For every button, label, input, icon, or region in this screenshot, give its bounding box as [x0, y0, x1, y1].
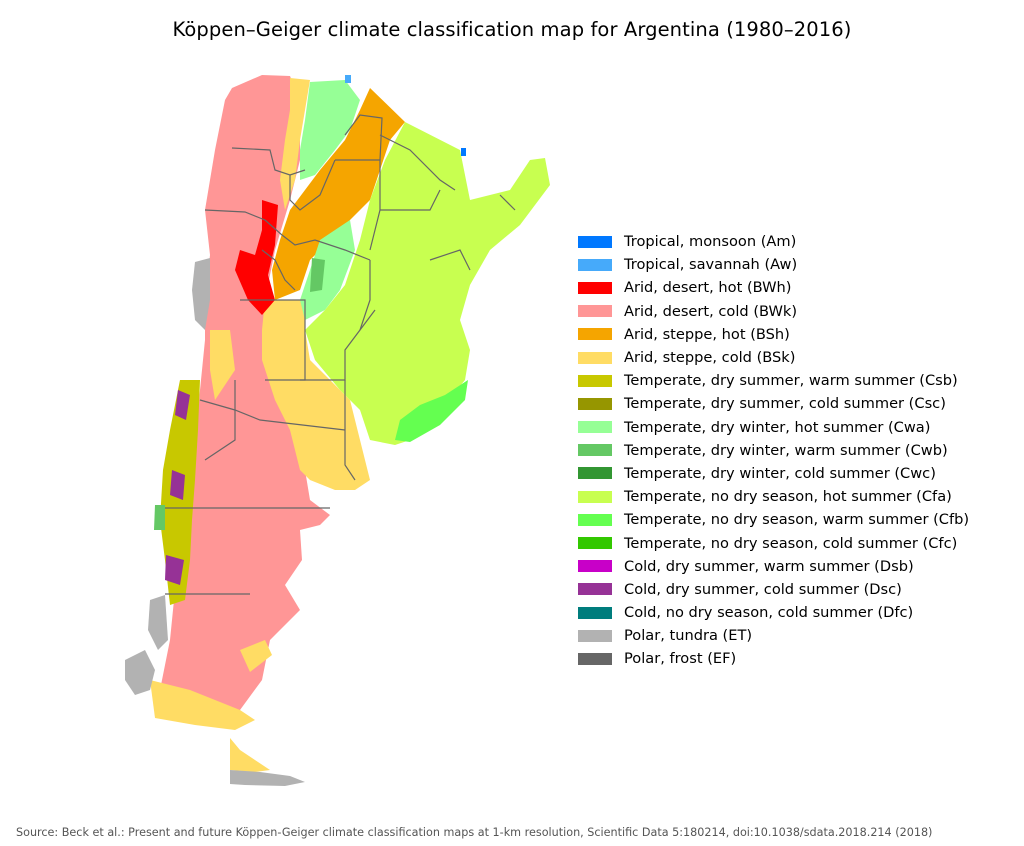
swatch-cwb — [578, 444, 612, 457]
legend-item-bwk: Arid, desert, cold (BWk) — [578, 300, 969, 323]
region-et-andes-mid — [148, 595, 168, 650]
legend-label: Temperate, dry winter, cold summer (Cwc) — [624, 464, 936, 482]
legend-label: Temperate, dry winter, warm summer (Cwb) — [624, 441, 948, 459]
legend-label: Arid, desert, cold (BWk) — [624, 302, 798, 320]
swatch-cwc — [578, 467, 612, 480]
legend-item-cfc: Temperate, no dry season, cold summer (C… — [578, 531, 969, 554]
legend-item-cwc: Temperate, dry winter, cold summer (Cwc) — [578, 462, 969, 485]
swatch-cfc — [578, 537, 612, 550]
legend-label: Arid, steppe, cold (BSk) — [624, 349, 796, 367]
legend-label: Arid, desert, hot (BWh) — [624, 279, 792, 297]
swatch-bwh — [578, 281, 612, 294]
legend-label: Temperate, dry summer, warm summer (Csb) — [624, 372, 958, 390]
legend-item-bsh: Arid, steppe, hot (BSh) — [578, 323, 969, 346]
swatch-ef — [578, 652, 612, 665]
legend: Tropical, monsoon (Am) Tropical, savanna… — [578, 230, 969, 671]
legend-label: Cold, dry summer, cold summer (Dsc) — [624, 580, 902, 598]
region-bsk-central — [262, 300, 370, 490]
region-cfa — [305, 122, 550, 445]
legend-item-cfa: Temperate, no dry season, hot summer (Cf… — [578, 485, 969, 508]
region-bsk-south — [150, 680, 255, 730]
legend-item-ef: Polar, frost (EF) — [578, 647, 969, 670]
legend-item-csb: Temperate, dry summer, warm summer (Csb) — [578, 369, 969, 392]
legend-label: Temperate, no dry season, warm summer (C… — [624, 511, 970, 529]
legend-item-et: Polar, tundra (ET) — [578, 624, 969, 647]
swatch-cfb — [578, 513, 612, 526]
swatch-dsb — [578, 560, 612, 573]
region-cwa-north — [300, 80, 360, 180]
legend-item-dfc: Cold, no dry season, cold summer (Dfc) — [578, 601, 969, 624]
source-citation: Source: Beck et al.: Present and future … — [16, 826, 933, 839]
region-et-tdf — [230, 770, 305, 786]
legend-item-am: Tropical, monsoon (Am) — [578, 230, 969, 253]
legend-label: Polar, frost (EF) — [624, 650, 737, 668]
swatch-csc — [578, 397, 612, 410]
region-et-andes-north — [192, 258, 210, 330]
legend-label: Temperate, no dry season, hot summer (Cf… — [624, 488, 952, 506]
legend-item-dsc: Cold, dry summer, cold summer (Dsc) — [578, 578, 969, 601]
legend-item-cwb: Temperate, dry winter, warm summer (Cwb) — [578, 439, 969, 462]
region-bsk-west — [210, 330, 235, 400]
region-cfb-andes — [154, 505, 165, 530]
legend-label: Tropical, savannah (Aw) — [624, 256, 798, 274]
region-dsc-3 — [165, 555, 184, 585]
legend-label: Polar, tundra (ET) — [624, 627, 753, 645]
region-bsk-coast — [240, 640, 272, 672]
province-borders — [165, 114, 516, 595]
map-title: Köppen–Geiger climate classification map… — [172, 18, 852, 41]
legend-label: Temperate, dry winter, hot summer (Cwa) — [624, 418, 931, 436]
legend-label: Tropical, monsoon (Am) — [624, 233, 797, 251]
legend-item-aw: Tropical, savannah (Aw) — [578, 253, 969, 276]
region-dsc-2 — [170, 470, 185, 500]
legend-label: Arid, steppe, hot (BSh) — [624, 325, 790, 343]
swatch-bsk — [578, 351, 612, 364]
swatch-bwk — [578, 305, 612, 318]
legend-label: Temperate, dry summer, cold summer (Csc) — [624, 395, 946, 413]
swatch-dsc — [578, 583, 612, 596]
legend-item-dsb: Cold, dry summer, warm summer (Dsb) — [578, 555, 969, 578]
region-bsk-north — [280, 78, 310, 210]
region-aw — [345, 75, 351, 83]
region-cwb — [310, 258, 325, 292]
legend-item-cfb: Temperate, no dry season, warm summer (C… — [578, 508, 969, 531]
swatch-csb — [578, 374, 612, 387]
region-cwa-central — [300, 220, 355, 320]
region-dsc-1 — [175, 390, 190, 420]
region-bsk-tdf — [230, 738, 270, 772]
swatch-cwa — [578, 421, 612, 434]
legend-label: Cold, dry summer, warm summer (Dsb) — [624, 557, 914, 575]
swatch-et — [578, 629, 612, 642]
region-bsh — [272, 88, 405, 300]
swatch-dfc — [578, 606, 612, 619]
legend-label: Temperate, no dry season, cold summer (C… — [624, 534, 958, 552]
legend-item-bsk: Arid, steppe, cold (BSk) — [578, 346, 969, 369]
region-bwh — [235, 200, 278, 315]
legend-item-csc: Temperate, dry summer, cold summer (Csc) — [578, 392, 969, 415]
swatch-bsh — [578, 328, 612, 341]
swatch-aw — [578, 258, 612, 271]
legend-item-bwh: Arid, desert, hot (BWh) — [578, 276, 969, 299]
swatch-am — [578, 235, 612, 248]
legend-item-cwa: Temperate, dry winter, hot summer (Cwa) — [578, 416, 969, 439]
legend-label: Cold, no dry season, cold summer (Dfc) — [624, 604, 914, 622]
region-am — [461, 148, 466, 156]
region-cfb — [395, 380, 468, 442]
region-et-andes-south — [125, 650, 155, 695]
swatch-cfa — [578, 490, 612, 503]
region-bwk — [160, 75, 330, 720]
